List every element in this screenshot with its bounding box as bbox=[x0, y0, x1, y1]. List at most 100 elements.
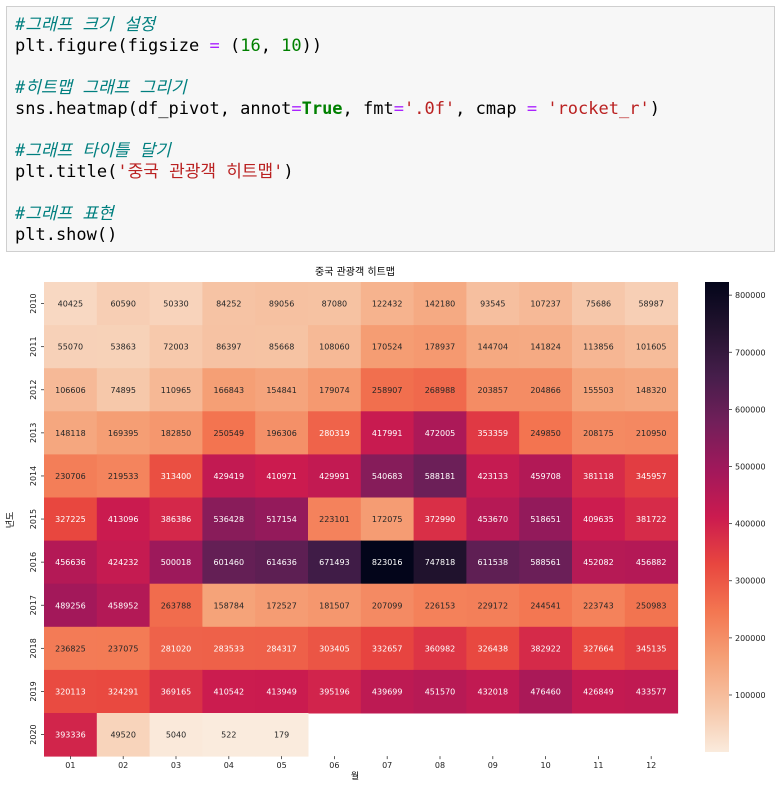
cell-annotation: 60590 bbox=[110, 300, 135, 309]
heatmap-cell bbox=[519, 282, 573, 326]
y-tick-label: 2012 bbox=[29, 380, 38, 400]
heatmap-cell bbox=[149, 583, 203, 628]
heatmap-cell bbox=[624, 411, 679, 455]
x-tick-label: 06 bbox=[329, 761, 339, 770]
heatmap-cell bbox=[149, 368, 203, 412]
heatmap-cell bbox=[202, 497, 256, 542]
cell-annotation: 324291 bbox=[108, 687, 139, 696]
cell-annotation: 226153 bbox=[425, 601, 456, 610]
code-token: plt.title( bbox=[15, 162, 118, 182]
heatmap-cell bbox=[413, 454, 467, 498]
heatmap-cell bbox=[202, 282, 256, 326]
heatmap-cell bbox=[572, 282, 626, 326]
cell-annotation: 223743 bbox=[583, 601, 614, 610]
heatmap-cell bbox=[149, 325, 203, 369]
heatmap-cell bbox=[44, 583, 98, 628]
cell-annotation: 671493 bbox=[319, 558, 350, 567]
heatmap-cell bbox=[308, 368, 362, 412]
heatmap-cell bbox=[308, 583, 362, 628]
colorbar-tick-label: 100000 bbox=[735, 691, 766, 700]
heatmap-cell bbox=[202, 583, 256, 628]
heatmap-cell bbox=[255, 626, 309, 671]
heatmap-cell bbox=[519, 325, 573, 369]
x-tick-label: 09 bbox=[488, 761, 498, 770]
heatmap-cell bbox=[44, 454, 98, 498]
cell-annotation: 522 bbox=[221, 731, 236, 740]
code-token: sns.heatmap(df_pivot, annot bbox=[15, 99, 292, 119]
cell-annotation: 179 bbox=[274, 731, 289, 740]
cell-annotation: 433577 bbox=[636, 687, 667, 696]
heatmap-cell bbox=[202, 626, 256, 671]
heatmap-cell bbox=[96, 454, 151, 498]
heatmap-cell bbox=[308, 282, 362, 326]
cell-annotation: 453670 bbox=[478, 515, 509, 524]
cell-annotation: 456636 bbox=[55, 558, 86, 567]
code-token: ( bbox=[219, 36, 241, 56]
cell-annotation: 614636 bbox=[266, 558, 297, 567]
cell-annotation: 458952 bbox=[108, 601, 139, 610]
heatmap-cell bbox=[255, 411, 309, 455]
heatmap-cell bbox=[413, 669, 467, 714]
code-token: plt.show() bbox=[15, 225, 118, 245]
heatmap-cell bbox=[572, 497, 626, 542]
cell-annotation: 87080 bbox=[322, 300, 347, 309]
colorbar-tick-label: 800000 bbox=[735, 291, 766, 300]
colorbar-tick-label: 300000 bbox=[735, 577, 766, 586]
cell-annotation: 372990 bbox=[425, 515, 456, 524]
cell-annotation: 395196 bbox=[319, 687, 350, 696]
cell-annotation: 424232 bbox=[108, 558, 139, 567]
heatmap-cell bbox=[255, 454, 309, 498]
code-token: #그래프 타이틀 달기 bbox=[15, 141, 171, 161]
cell-annotation: 459708 bbox=[530, 472, 561, 481]
code-token: '.0f' bbox=[403, 99, 456, 119]
heatmap-cell bbox=[360, 540, 415, 585]
code-cell[interactable]: #그래프 크기 설정 plt.figure(figsize = (16, 10))… bbox=[6, 6, 775, 252]
heatmap-cell bbox=[466, 368, 520, 412]
cell-annotation: 345135 bbox=[636, 644, 667, 653]
heatmap-cell bbox=[96, 282, 151, 326]
cell-annotation: 429991 bbox=[319, 472, 350, 481]
heatmap-cell bbox=[96, 368, 151, 412]
code-blank-line bbox=[15, 183, 774, 204]
heatmap-cell bbox=[413, 325, 467, 369]
code-line: #그래프 크기 설정 bbox=[15, 15, 774, 36]
cell-annotation: 500018 bbox=[161, 558, 192, 567]
heatmap-cell bbox=[255, 713, 309, 757]
x-tick-label: 05 bbox=[277, 761, 287, 770]
cell-annotation: 166843 bbox=[214, 386, 245, 395]
cell-annotation: 179074 bbox=[319, 386, 350, 395]
heatmap-cell bbox=[519, 497, 573, 542]
heatmap-cell bbox=[44, 626, 98, 671]
cell-annotation: 172527 bbox=[266, 601, 297, 610]
cell-annotation: 413949 bbox=[266, 687, 297, 696]
heatmap-cell bbox=[44, 411, 98, 455]
cell-annotation: 229172 bbox=[478, 601, 509, 610]
cell-annotation: 108060 bbox=[319, 343, 350, 352]
cell-annotation: 432018 bbox=[478, 687, 509, 696]
code-token: #그래프 크기 설정 bbox=[15, 15, 156, 35]
cell-annotation: 386386 bbox=[161, 515, 192, 524]
heatmap-cell bbox=[466, 454, 520, 498]
cell-annotation: 208175 bbox=[583, 429, 614, 438]
cell-annotation: 409635 bbox=[583, 515, 614, 524]
heatmap-cell bbox=[413, 497, 467, 542]
cell-annotation: 101605 bbox=[636, 343, 667, 352]
heatmap-cell bbox=[413, 626, 467, 671]
heatmap-cell bbox=[466, 411, 520, 455]
code-token: 10 bbox=[281, 36, 302, 56]
heatmap-cell bbox=[624, 368, 679, 412]
cell-annotation: 110965 bbox=[161, 386, 192, 395]
cell-annotation: 381118 bbox=[583, 472, 614, 481]
cell-annotation: 148320 bbox=[636, 386, 667, 395]
cell-annotation: 89056 bbox=[269, 300, 294, 309]
heatmap-cell bbox=[96, 497, 151, 542]
colorbar-tick-label: 200000 bbox=[735, 634, 766, 643]
cell-annotation: 413096 bbox=[108, 515, 139, 524]
cell-annotation: 113856 bbox=[583, 343, 614, 352]
code-line: sns.heatmap(df_pivot, annot=True, fmt='.… bbox=[15, 99, 774, 120]
heatmap-cell bbox=[360, 626, 415, 671]
cell-annotation: 154841 bbox=[266, 386, 297, 395]
code-editor[interactable]: #그래프 크기 설정 plt.figure(figsize = (16, 10))… bbox=[15, 15, 774, 246]
heatmap-cell bbox=[255, 497, 309, 542]
heatmap-cell bbox=[519, 540, 573, 585]
